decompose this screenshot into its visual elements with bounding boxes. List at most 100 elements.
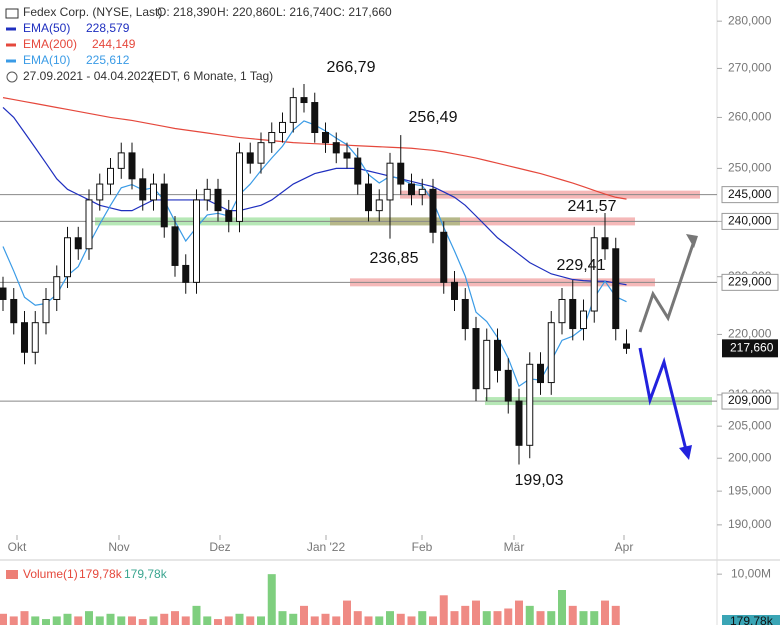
y-tick-label: 280,000 [728,13,772,27]
candle-body [332,142,340,154]
candle-body [494,339,501,371]
candle-body [311,102,319,134]
candle-body [590,237,598,312]
candle-body [193,199,200,283]
volume-bar [20,611,29,627]
volume-bar [504,608,513,627]
candle-body [21,322,28,353]
candle-body [150,183,157,201]
candle-body [375,199,383,212]
candle-body [257,142,265,164]
candle-body [537,363,544,384]
volume-bar [289,613,298,627]
annotation: 229,41 [557,257,606,274]
annotation: 266,79 [327,59,376,76]
volume-bar [493,611,502,627]
volume-bar [160,613,169,627]
volume-bar [590,611,599,627]
volume-bar [52,616,61,627]
volume-bar [128,616,136,627]
volume-bar [429,616,437,627]
y-tick-label: 10,00M [731,566,771,580]
x-tick-label: Mär [504,540,525,554]
level-box [721,186,779,204]
level-label: 245,000 [728,187,772,201]
volume-bar [300,605,308,627]
x-tick-label: Okt [8,540,27,554]
info: (EDT, 6 Monate, 1 Tag) [150,69,273,83]
volume-last-box [722,615,780,627]
candle-body [96,183,104,201]
y-tick-label: 200,000 [728,450,772,464]
candle-body [279,121,286,134]
last-price-label: 217,660 [730,340,774,354]
volume-bar [418,611,427,627]
ohlc: C: 217,660 [333,5,392,19]
volume-bar [0,613,7,627]
x-tick-label: Apr [615,540,634,554]
candle-body [300,97,308,104]
volume-bar [579,611,588,627]
volume-bar [203,616,212,627]
candle-body [0,287,7,300]
volume-bar [364,616,373,627]
annotation: 256,49 [409,109,458,126]
date-range: 27.09.2021 - 04.04.2022 [23,69,154,83]
candle-body [408,183,415,196]
level-label: 209,000 [728,393,772,407]
candle-body [85,199,93,250]
volume-bar [278,611,287,627]
volume-bar [138,619,147,627]
candle-body [623,343,630,349]
candle-body [128,152,136,180]
volume-bar [74,616,83,627]
volume-last: 179,78k [79,567,123,581]
candle-body [526,363,534,446]
y-tick-label: 260,000 [728,110,772,124]
volume-bar [525,605,534,627]
candle-body [504,369,512,402]
volume-bar [515,600,523,627]
candle-body [139,178,147,201]
title: Fedex Corp. (NYSE, Last) [23,5,162,19]
volume-bar [396,613,405,627]
volume-bar [9,616,18,627]
ema-line [2,97,627,200]
candle-icon [5,8,19,19]
candle-body [365,183,372,212]
volume-bar [407,616,416,627]
x-tick-label: Nov [108,540,129,554]
volume-bar [214,619,222,627]
volume-bar [171,611,179,627]
volume-bar [375,616,384,627]
volume-bar [246,616,255,627]
volume-bar [568,605,577,627]
volume-bar [547,611,556,627]
volume-bar [117,616,126,627]
volume-bar [224,616,233,627]
volume-name: Volume(1) [23,567,78,581]
candle-body [225,210,233,222]
candle-body [429,188,437,233]
volume-bar [343,600,351,627]
candle-body [515,400,523,446]
candle-body [289,97,297,123]
level-box [721,273,779,291]
legend-name: EMA(50) [23,21,70,35]
volume-bar [310,616,319,627]
level-label: 240,000 [728,214,772,228]
volume-bar [181,616,190,627]
volume-bar [31,616,40,627]
candle-body [322,132,329,144]
level-box [721,392,779,410]
volume-bar [85,611,93,627]
candle-body [268,132,276,144]
volume-bar [42,619,50,627]
candle-body [117,152,125,169]
down-arrow [638,347,688,451]
y-tick-label: 220,000 [728,327,772,341]
candle-body [547,322,555,384]
level-label: 229,000 [728,275,772,289]
volume-bar [601,600,609,627]
candle-body [558,298,566,324]
